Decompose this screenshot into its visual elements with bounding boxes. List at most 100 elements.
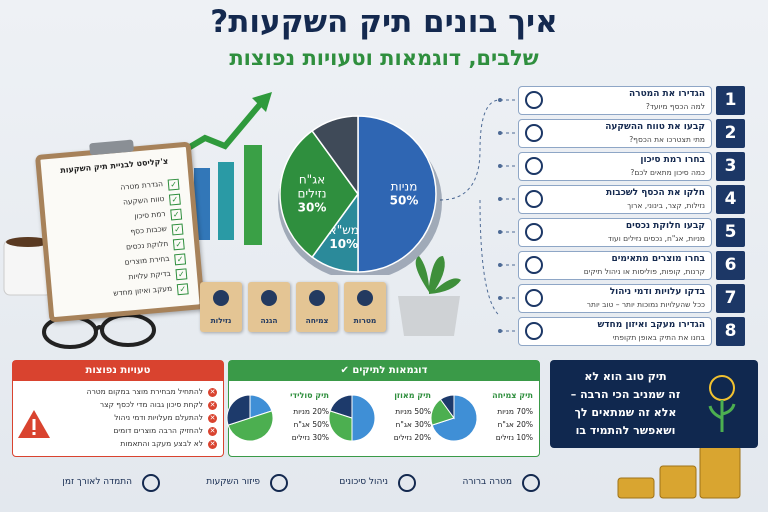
leaves [415,256,461,294]
portfolio-row: 20% נזילים [393,433,431,442]
bulb-icon [708,375,736,432]
checkbox: ✓ [168,193,181,206]
step-number: 2 [716,119,745,148]
step-number: 3 [716,152,745,181]
step-box: הגדירו מעקב ואיזון מחדש בחנו את התיק באופ… [518,317,712,346]
portfolio-slice [351,394,376,442]
portfolio-row: 20% מניות [293,407,329,416]
step-icon [525,322,543,340]
portfolio-name: תיק צמיחה [492,391,533,400]
portfolio-slice [329,394,353,419]
pie-slice [311,115,359,197]
tip-line: ושאפשר להתמיד בו [575,424,676,437]
portfolio-pie [226,394,274,442]
block-label: נזילות [210,316,232,325]
block: מטרות [344,282,386,332]
step-box: בחרו מוצרים מתאימים קרנות, קופות, פוליסות… [518,251,712,280]
step-subtitle: קרנות, קופות, פוליסות או ניהול תיקים [583,267,705,276]
block-label: צמיחה [305,316,329,325]
checkbox: ✓ [176,283,189,296]
blocks: נזילות הגנה צמיחה מטרות [200,282,390,334]
bang [32,419,36,430]
mistake-x: ✕ [208,427,217,436]
pie-slice [357,115,437,273]
checkbox: ✓ [167,178,180,191]
step-number: 6 [716,251,745,280]
step-subtitle: נזילות, קצר, בינוני, ארוך [627,201,705,210]
clip [89,139,135,156]
block-icon [213,290,229,306]
portfolio-slice [439,394,455,420]
mistakes-box: טעויות נפוצות ✕ להתחיל מבחירת מוצר במקום … [12,360,224,457]
step-title: קבעו חלוקת נכסים [625,221,705,231]
portfolio-name: תיק סולידי [290,391,329,400]
lens [100,313,156,347]
portfolio-row: 30% נזילים [291,433,329,442]
block: נזילות [200,282,242,332]
bang-dot [32,432,36,435]
examples-box: דוגמאות לתיקים ✔ תיק צמיחה 70% מניות 20% א… [226,360,540,457]
portfolio-row: 70% מניות [497,407,533,416]
examples-title-text: דוגמאות לתיקים [352,365,428,376]
connector-trunk [439,99,501,317]
tip-line: זה שמניב הכי הרבה – [570,388,681,401]
checkbox: ✓ [172,238,185,251]
pot [398,296,460,336]
warning-icon [18,410,50,438]
mistake-x: ✕ [208,440,217,449]
portfolio-slice [328,410,353,442]
block-label: מטרות [353,316,377,325]
step-number: 8 [716,317,745,346]
steps: הגדירו את המטרה למה הכסף מיועד? 1 קבעו את ט… [518,86,748,356]
connector-dot [498,98,502,102]
step-title: חלקו את הכסף לשכבות [605,188,705,198]
step-number: 5 [716,218,745,247]
arrow-head [252,92,272,112]
step-subtitle: בחנו את התיק באופן תקופתי [612,333,705,342]
step-box: חלקו את הכסף לשכבות נזילות, קצר, בינוני, … [518,185,712,214]
plant [398,256,461,336]
checkbox: ✓ [174,253,187,266]
step-title: הגדירו את המטרה [628,89,705,99]
examples-title: דוגמאות לתיקים ✔ [229,361,539,381]
tip-line: אלא זה שמתאים לך [574,406,677,419]
footer-text: ניהול סיכונים [339,477,388,487]
connector-dot [498,230,502,234]
step-box: בחרו רמת סיכון כמה סיכון מתאים לכם? [518,152,712,181]
step-icon [525,256,543,274]
bar-deco [244,145,262,245]
block: הגנה [248,282,290,332]
portfolio-slice [227,410,274,442]
step-subtitle: מתי תצטרכו את הכסף? [629,135,705,144]
connector-dot [498,329,502,333]
step-box: קבעו חלוקת נכסים מניות, אג"ח, נכסים נזילי… [518,218,712,247]
step-icon [525,190,543,208]
mistake-text: להתחיל מבחירת מוצר במקום מטרה [86,387,203,396]
mistake-text: להחזיק הרבה מוצרים דומים [113,426,203,435]
step-title: בחרו מוצרים מתאימים [611,254,705,264]
bar-deco [194,168,210,240]
footer-icon [398,474,416,492]
slice-label: אג"ח [299,173,325,187]
footer-icon [142,474,160,492]
footer-text: מטרה ברורה [462,477,512,487]
connector-dot [498,131,502,135]
portfolio-pie [430,394,478,442]
step-subtitle: מניות, אג"ח, נכסים נזילים ועוד [607,234,705,243]
portfolio-row: 30% אג"ח [395,420,431,429]
block-label: הגנה [260,316,278,325]
step-title: הגדירו מעקב ואיזון מחדש [597,320,705,330]
footer-text: פיזור השקעות [206,477,260,487]
connectors [439,98,517,333]
step-box: בדקו עלויות ודמי ניהול ככל שהעלויות נמוכו… [518,284,712,313]
slice-value: 10% [329,237,358,251]
pie-slice [279,129,359,259]
footer-text: התמדה לאורך זמן [62,477,132,487]
step-number: 4 [716,185,745,214]
portfolio-row: 20% אג"ח [497,420,533,429]
mistake-text: לא לבצע מעקב והתאמות [120,439,203,448]
footer-icon [522,474,540,492]
step-icon [525,289,543,307]
